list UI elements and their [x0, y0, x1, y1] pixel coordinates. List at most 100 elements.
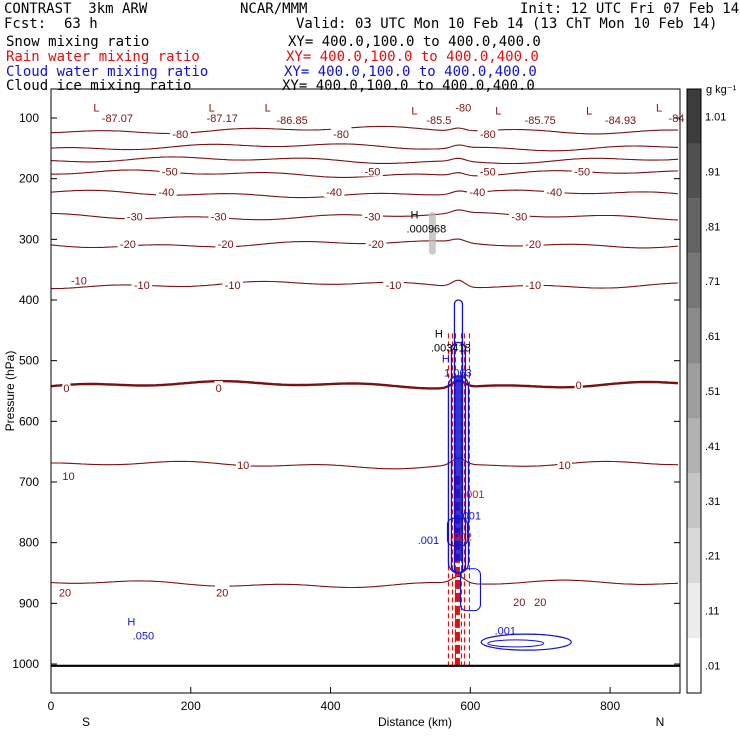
contour-label-bg [666, 111, 687, 123]
field-name-rain: Rain water mixing ratio [6, 49, 200, 65]
temperature-label: -40 [326, 187, 342, 199]
mixing-ratio-label: .002 [451, 532, 472, 544]
temperature-label: 0 [576, 380, 582, 392]
temperature-label: -40 [469, 187, 485, 199]
y-tick-label: 600 [19, 414, 39, 428]
temperature-label: -30 [511, 211, 527, 223]
y-tick-label: 900 [19, 596, 39, 610]
high-marker: H [442, 354, 450, 366]
init-time: Init: 12 UTC Fri 07 Feb 14 [520, 1, 740, 17]
temperature-contours [50, 125, 679, 589]
cloud-water-contour [446, 517, 469, 547]
colorbar-units: g kg⁻¹ [706, 84, 737, 96]
contour-label-bg [159, 164, 181, 177]
temperature-label: -80 [172, 129, 188, 141]
field-name-snow: Snow mixing ratio [6, 34, 150, 50]
contour-label-bg [61, 468, 76, 481]
field-xy-cloud-water: XY= 400.0,100.0 to 400.0,400.0 [284, 64, 537, 80]
y-tick-label: 100 [19, 111, 39, 125]
temperature-label: -10 [386, 280, 402, 292]
contour-label-bg [365, 237, 387, 250]
colorbar-label: .21 [705, 551, 720, 563]
temperature-label: -80 [333, 129, 349, 141]
cloud-water-contour [487, 639, 545, 648]
y-tick-label: 500 [19, 354, 39, 368]
temperature-label: 10 [559, 460, 571, 472]
colorbar-swatch [687, 143, 701, 199]
contour-label-bg [543, 185, 565, 198]
temperature-label: -80 [455, 103, 471, 115]
contour-label-bg [520, 112, 560, 125]
contour-label-bg [508, 209, 530, 222]
temperature-label: 20 [513, 597, 525, 609]
mixing-ratio-label: .001 [495, 626, 516, 638]
contour-label-bg [156, 185, 177, 198]
temperature-label: -40 [158, 187, 174, 199]
temperature-label: -85.5 [426, 115, 451, 127]
temperature-label: -84.93 [605, 115, 636, 127]
temperature-label: -50 [574, 166, 590, 178]
forecast-label: Fcst: [4, 16, 47, 32]
temperature-label: -84 [669, 113, 685, 125]
x-tick-label: 200 [181, 699, 201, 713]
x-axis-label: Distance (km) [378, 715, 452, 729]
temperature-label: -40 [546, 187, 562, 199]
colorbar-label: .61 [705, 331, 720, 343]
temperature-label: 0 [63, 383, 69, 395]
contour-label-bg [57, 585, 73, 598]
high-value: .050 [133, 630, 154, 642]
contour-label-bg [235, 458, 251, 471]
temperature-contour-line [50, 575, 679, 589]
contour-label-bg [467, 185, 488, 198]
x-tick-label: 600 [460, 699, 480, 713]
contour-label-bg [574, 377, 583, 390]
temperature-label: 20 [534, 597, 546, 609]
field-xy-snow: XY= 400.0,100.0 to 400.0,400.0 [288, 34, 541, 50]
contour-label-bg [272, 112, 312, 125]
precip-features [428, 212, 572, 666]
valid-time: Valid: 03 UTC Mon 10 Feb 14 (13 ChT Mon … [296, 16, 718, 32]
mixing-ratio-label: .001 [463, 489, 484, 501]
contour-label-bg [571, 164, 593, 177]
colorbar-label: 1.01 [705, 111, 726, 123]
colorbar-label: .11 [705, 606, 719, 618]
contour-labels: -87.07 -87.17 -86.85 -85.5 -85.75 -84.93 -84 -8… [51, 100, 687, 667]
high-marker: H [127, 616, 135, 628]
contour-label-bg [557, 458, 572, 471]
contour-label-bg [117, 237, 139, 250]
colorbar-label: .51 [705, 386, 720, 398]
contour-label-bg [131, 277, 153, 290]
temperature-label: -87.07 [102, 113, 133, 125]
contour-label-bg [222, 277, 244, 290]
low-marker: L [586, 106, 592, 118]
snow-core-shading [428, 212, 436, 255]
low-marker: L [265, 103, 271, 115]
x-tick-label: 400 [321, 699, 341, 713]
temperature-contour-line [50, 125, 678, 135]
contour-label-bg [208, 209, 230, 222]
temperature-label: -20 [218, 239, 234, 251]
x-tick-label: 800 [600, 699, 620, 713]
high-marker: H [435, 328, 443, 340]
temperature-label: 20 [59, 587, 71, 599]
temperature-label: -85.75 [525, 115, 556, 127]
center-title: NCAR/MMM [240, 1, 308, 17]
contour-label-bg [512, 595, 527, 608]
temperature-label: -50 [162, 166, 178, 178]
contour-label-bg [68, 273, 90, 286]
y-tick-label: 700 [19, 475, 39, 489]
contour-label-bg [169, 126, 191, 139]
y-tick-label: 1000 [12, 657, 39, 671]
contour-label-bg [477, 126, 499, 139]
cloud-water-contour [459, 568, 482, 612]
mixing-ratio-label: .001 [418, 535, 439, 547]
colorbar-swatch [687, 363, 701, 419]
y-tick-label: 300 [19, 232, 39, 246]
temperature-contour-line [50, 143, 679, 152]
temperature-label: 10 [237, 460, 249, 472]
temperature-contour-line [50, 156, 679, 165]
mixing-ratio-label: .001 [460, 510, 481, 522]
contour-label-bg [330, 126, 352, 139]
colorbar-swatch [687, 253, 701, 309]
cloud-water-contour [480, 633, 572, 651]
